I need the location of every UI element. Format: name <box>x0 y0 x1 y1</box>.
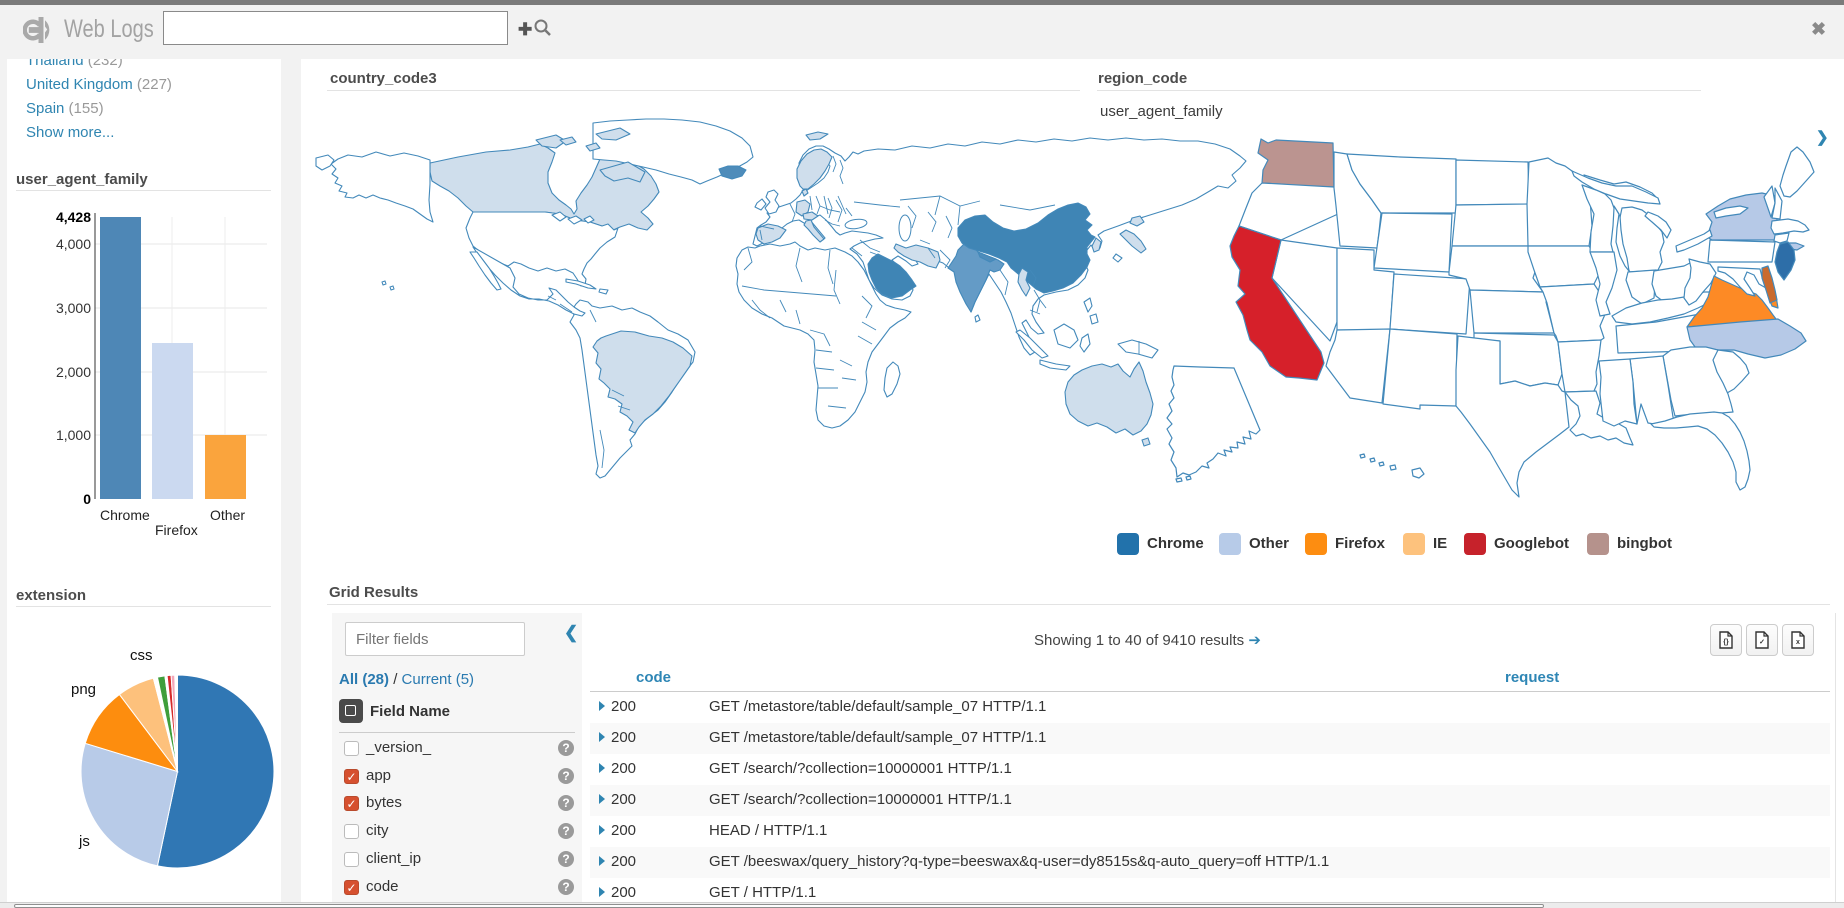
svg-text:3,000: 3,000 <box>56 300 91 316</box>
svg-text:0: 0 <box>83 491 91 507</box>
svg-text:2,000: 2,000 <box>56 364 91 380</box>
svg-text:{}: {} <box>1723 639 1729 646</box>
svg-text:x: x <box>1796 639 1800 646</box>
svg-text:✓: ✓ <box>1759 639 1765 646</box>
svg-text:4,000: 4,000 <box>56 236 91 252</box>
svg-text:1,000: 1,000 <box>56 427 91 443</box>
svg-text:4,428: 4,428 <box>56 209 91 225</box>
